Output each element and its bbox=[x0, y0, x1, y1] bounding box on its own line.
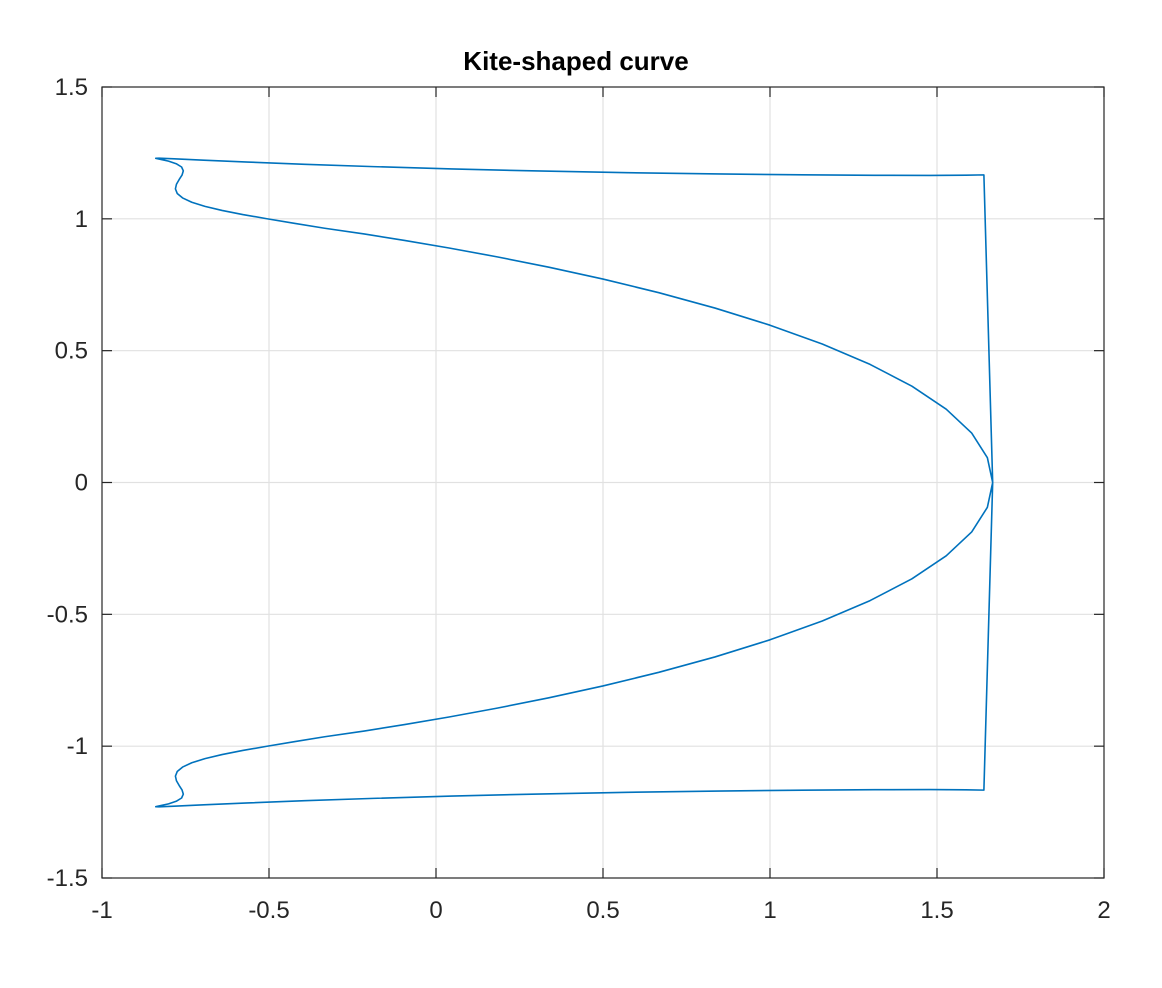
x-axis-ticks: -1 -0.5 0 0.5 1 1.5 2 bbox=[91, 87, 1111, 924]
chart-title: Kite-shaped curve bbox=[463, 46, 688, 76]
x-tick-label: 2 bbox=[1097, 897, 1110, 924]
y-tick-label: 1.5 bbox=[55, 74, 88, 101]
y-axis-ticks: -1.5 -1 -0.5 0 0.5 1 1.5 bbox=[47, 74, 1104, 892]
y-tick-label: 0.5 bbox=[55, 338, 88, 365]
y-tick-label: -1.5 bbox=[47, 865, 88, 892]
x-tick-label: -1 bbox=[91, 897, 112, 924]
series-line-0 bbox=[154, 157, 994, 808]
y-tick-label: -1 bbox=[67, 733, 88, 760]
x-tick-label: 0.5 bbox=[586, 897, 619, 924]
y-tick-label: 0 bbox=[75, 470, 88, 497]
y-tick-label: 1 bbox=[75, 206, 88, 233]
x-tick-label: 1 bbox=[763, 897, 776, 924]
x-tick-label: -0.5 bbox=[248, 897, 289, 924]
x-tick-label: 1.5 bbox=[920, 897, 953, 924]
series-layer bbox=[154, 157, 994, 808]
x-tick-label: 0 bbox=[429, 897, 442, 924]
y-tick-label: -0.5 bbox=[47, 601, 88, 628]
